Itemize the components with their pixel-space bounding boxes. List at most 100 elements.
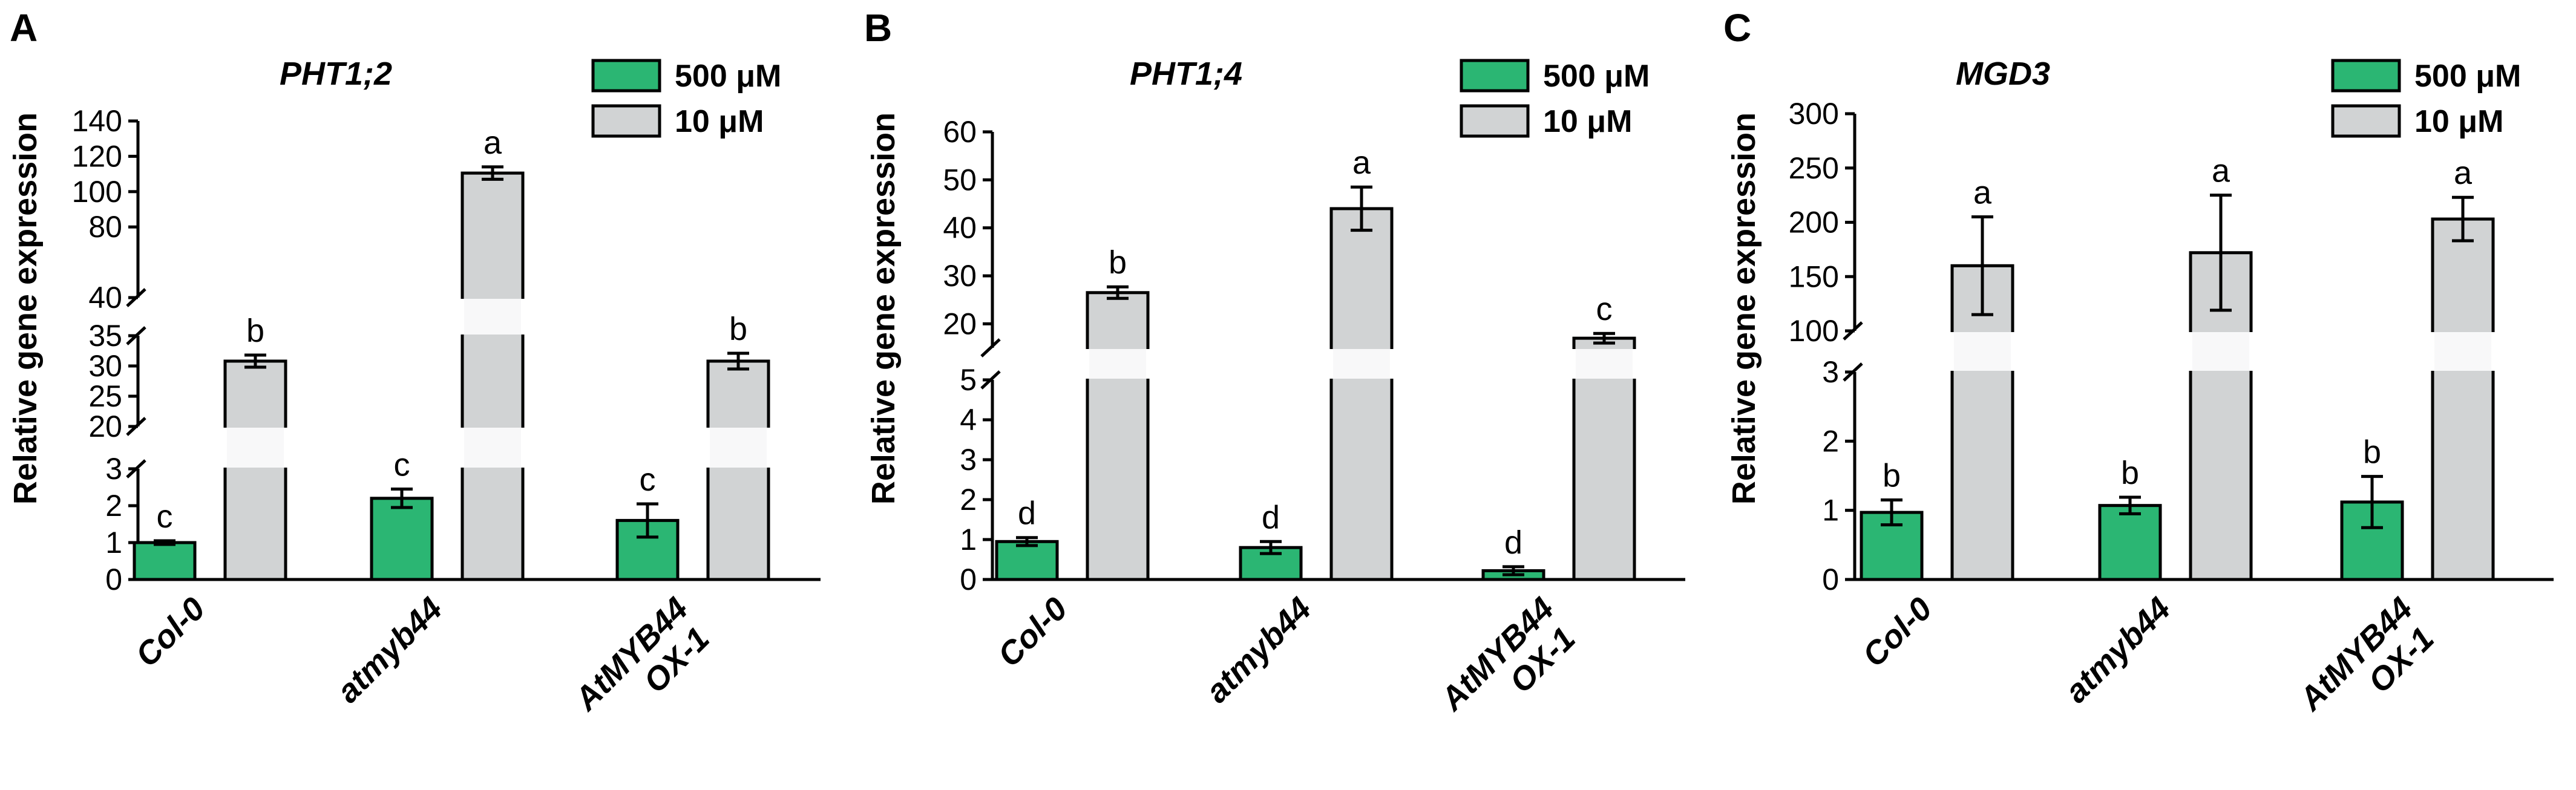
significance-letter: d (1504, 524, 1522, 561)
y-tick-label: 1 (1822, 494, 1839, 527)
y-tick-label: 3 (960, 443, 977, 477)
legend-label: 500 μM (1543, 59, 1650, 94)
y-axis-label: Relative gene expression (7, 113, 44, 504)
legend-label: 10 μM (1543, 104, 1632, 139)
significance-letter: b (246, 313, 264, 349)
y-tick-label: 250 (1789, 151, 1839, 185)
significance-letter: a (1352, 145, 1371, 181)
significance-letter: b (1109, 244, 1127, 281)
x-category-label: Col-0 (129, 590, 212, 674)
y-tick-label: 40 (943, 211, 977, 245)
y-tick-label: 1 (105, 526, 122, 560)
y-tick-label: 3 (105, 452, 122, 486)
y-tick-label: 0 (960, 563, 977, 596)
x-category-label-line: atmyb44 (2058, 590, 2177, 710)
x-category-label: AtMYB44OX-1 (2292, 590, 2445, 744)
legend-label: 10 μM (2414, 104, 2503, 139)
y-axis-label: Relative gene expression (1726, 113, 1762, 504)
significance-letter: b (729, 311, 747, 347)
significance-letter: c (157, 498, 173, 535)
bar-break-band (1085, 349, 1150, 379)
bar-break-fade (2192, 332, 2249, 371)
bar-low-0 (1086, 291, 1150, 581)
significance-letter: d (1262, 499, 1280, 535)
y-axis-label: Relative gene expression (865, 113, 902, 504)
y-tick-label: 1 (960, 523, 977, 557)
legend-swatch (2331, 59, 2401, 93)
panel-C: C MGD3 Relative gene expression 0 1 2 3 100 150 2… (1723, 6, 2554, 744)
x-category-label: AtMYB44OX-1 (567, 590, 721, 744)
bar-low-2 (706, 359, 770, 581)
y-tick-label: 40 (88, 281, 122, 315)
x-category-label: Col-0 (991, 590, 1075, 674)
significance-letter: c (394, 447, 410, 483)
legend-label: 500 μM (675, 59, 781, 94)
significance-letter: b (1883, 458, 1901, 494)
bar-break-band (460, 299, 525, 335)
bar-break-fade (227, 428, 284, 468)
y-tick-label: 120 (72, 139, 122, 173)
legend-swatch (1460, 59, 1530, 93)
y-tick-label: 80 (88, 210, 122, 244)
panel-letter: B (864, 6, 892, 50)
legend-label: 500 μM (2414, 59, 2521, 94)
significance-letter: a (1973, 175, 1992, 211)
x-category-label: atmyb44 (2058, 590, 2177, 710)
y-tick-label: 2 (1822, 424, 1839, 458)
y-tick-label: 35 (88, 319, 122, 353)
bar-low-0 (223, 359, 287, 581)
legend-swatch (2331, 104, 2401, 138)
bar-break-band (1329, 349, 1394, 379)
y-tick-label: 4 (960, 403, 977, 437)
axis-break-mark (126, 326, 146, 345)
y-tick-label: 0 (105, 563, 122, 596)
significance-letter: b (2121, 455, 2139, 491)
y-tick-label: 60 (943, 115, 977, 149)
y-tick-label: 5 (960, 363, 977, 397)
bar-break-fade (1954, 332, 2011, 371)
legend-label: 10 μM (675, 104, 764, 139)
y-tick-label: 0 (1822, 563, 1839, 596)
bar-break-fade (1333, 349, 1390, 379)
panel-B: B PHT1;4 Relative gene expression 0 1 2 3 4 5 20 3… (864, 6, 1685, 744)
y-tick-label: 2 (105, 489, 122, 523)
x-category-label: atmyb44 (1199, 590, 1318, 710)
significance-letter: a (2212, 153, 2230, 189)
y-tick-label: 50 (943, 163, 977, 197)
bar-break-fade (710, 428, 767, 468)
bar-break-band (706, 428, 771, 468)
significance-letter: b (2363, 434, 2381, 471)
bar-break-band (1571, 349, 1637, 379)
y-tick-label: 30 (943, 259, 977, 293)
axis-break-mark (126, 459, 146, 478)
bar-low-1 (1329, 207, 1394, 581)
bar-break-band (1950, 332, 2015, 371)
bar-break-fade (464, 299, 521, 335)
significance-letter: c (640, 462, 656, 498)
x-category-label: atmyb44 (330, 590, 449, 710)
bar-high-1 (370, 497, 434, 581)
bar-low-1 (460, 171, 525, 581)
bar-low-2 (2431, 217, 2495, 581)
x-category-label-line: atmyb44 (1199, 590, 1318, 710)
x-category-label: AtMYB44OX-1 (1433, 590, 1587, 744)
legend-swatch (591, 104, 661, 138)
bar-break-band (460, 428, 525, 468)
chart-title: PHT1;2 (280, 56, 392, 92)
significance-letter: a (2454, 155, 2473, 191)
y-tick-label: 300 (1789, 97, 1839, 131)
chart-title: MGD3 (1956, 56, 2050, 92)
x-category-label-line: Col-0 (1856, 590, 1939, 674)
y-tick-label: 140 (72, 104, 122, 138)
legend-swatch (591, 59, 661, 93)
y-tick-label: 200 (1789, 206, 1839, 240)
bar-break-fade (2434, 332, 2491, 371)
y-tick-label: 100 (1789, 314, 1839, 348)
bar-break-band (2188, 332, 2253, 371)
bar-break-fade (1576, 349, 1633, 379)
bar-high-1 (2098, 504, 2162, 581)
bar-break-band (223, 428, 288, 468)
bar-break-fade (1089, 349, 1146, 379)
